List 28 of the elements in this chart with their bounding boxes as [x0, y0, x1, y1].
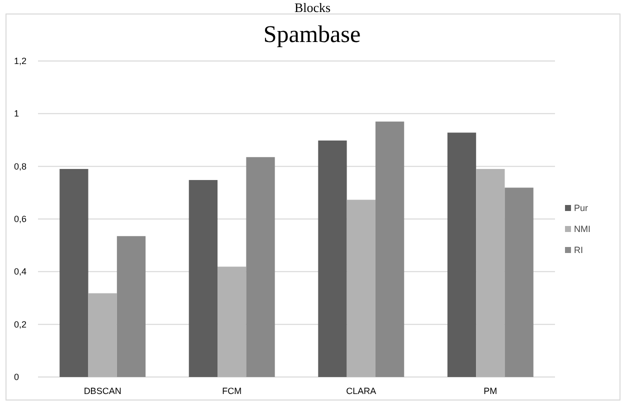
bar	[375, 122, 404, 377]
bar	[447, 132, 476, 377]
bar	[318, 140, 347, 377]
bar	[88, 293, 117, 377]
legend-label: Pur	[574, 203, 588, 213]
bar	[60, 168, 88, 377]
y-tick-label: 1,2	[14, 56, 27, 66]
legend-label: NMI	[574, 224, 590, 234]
y-tick-label: 1	[14, 108, 20, 119]
y-tick-label: 0,6	[14, 214, 27, 224]
bar	[246, 157, 275, 377]
x-tick-label: FCM	[222, 386, 242, 396]
text: Blocks	[294, 0, 331, 15]
bar	[218, 266, 246, 377]
y-tick-label: 0,4	[14, 266, 27, 277]
x-tick-label: DBSCAN	[84, 386, 122, 396]
x-tick-label: CLARA	[346, 386, 376, 396]
y-tick-label: 0	[14, 372, 20, 382]
chart-title: Spambase	[263, 22, 361, 48]
x-tick-label: PM	[484, 386, 498, 396]
y-tick-label: 0,2	[14, 319, 27, 330]
bar	[188, 180, 218, 377]
bar	[346, 200, 376, 377]
bar	[116, 236, 146, 377]
bar	[476, 168, 505, 377]
bar	[504, 188, 534, 377]
y-tick-label: 0,8	[14, 161, 27, 172]
legend-label: RI	[574, 245, 583, 255]
